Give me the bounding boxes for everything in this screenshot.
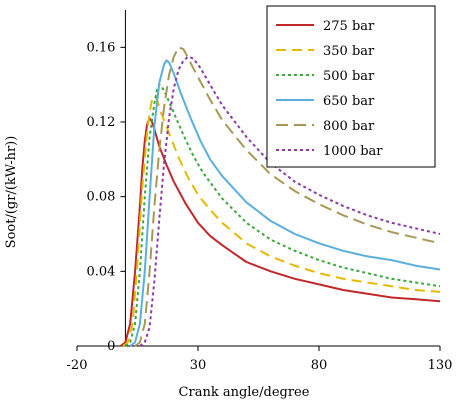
x-tick-label: 80 <box>311 358 328 373</box>
axes: -20 30 80 130 0 0.04 0.08 0.12 0.16 <box>67 10 453 373</box>
legend-label: 1000 bar <box>323 144 383 159</box>
y-tick-label: 0.12 <box>86 115 115 130</box>
series-line-500-bar <box>124 83 441 347</box>
legend-label: 275 bar <box>323 19 375 34</box>
y-tick-label: 0.08 <box>86 190 115 205</box>
series-line-650-bar <box>129 59 441 347</box>
x-tick-label: -20 <box>67 358 88 373</box>
y-tick-label: 0.16 <box>86 40 115 55</box>
legend-label: 350 bar <box>323 44 375 59</box>
legend-label: 500 bar <box>323 69 375 84</box>
series-line-275-bar <box>119 117 441 347</box>
series-line-800-bar <box>134 46 441 347</box>
legend-label: 650 bar <box>323 94 375 109</box>
y-tick-label: 0.04 <box>86 264 115 279</box>
y-tick-label: 0 <box>107 339 115 354</box>
legend: 275 bar 350 bar 500 bar 650 bar 800 bar 1000 … <box>266 5 436 168</box>
series-line-350-bar <box>122 94 441 347</box>
x-axis-title: Crank angle/degree <box>179 385 310 400</box>
y-axis-title: Soot/(gr/(kW-hr)) <box>4 136 19 249</box>
series-line-1000-bar <box>139 55 441 347</box>
legend-box <box>266 5 436 168</box>
x-tick-label: 130 <box>428 358 453 373</box>
legend-label: 800 bar <box>323 119 375 134</box>
plot-series <box>119 46 441 347</box>
x-tick-label: 30 <box>190 358 207 373</box>
